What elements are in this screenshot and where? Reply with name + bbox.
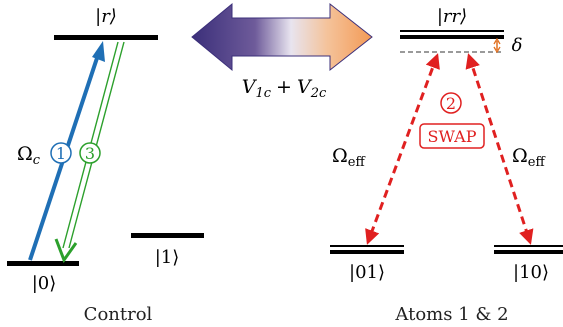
detuning-marker (493, 37, 501, 54)
control-level-0 (7, 261, 79, 266)
step-3-circle (79, 142, 101, 164)
step-3-label: 3 (85, 144, 95, 163)
step-2-circle (440, 92, 462, 114)
interaction-arrow (191, 2, 373, 72)
swap-box (419, 123, 485, 149)
control-state-0-label: |0⟩ (32, 273, 57, 294)
omega-eff-left-label: Ωeff (332, 145, 366, 170)
atoms-caption: Atoms 1 & 2 (394, 304, 508, 325)
control-level-r (54, 35, 158, 40)
control-state-r-label: |r⟩ (95, 6, 117, 27)
swap-label: SWAP (428, 127, 477, 146)
atoms-level-rr (400, 30, 504, 39)
delta-label: δ (512, 35, 523, 56)
omega-c-label: Ωc (17, 143, 41, 168)
omega-eff-right-label: Ωeff (512, 145, 546, 170)
control-level-1 (131, 233, 204, 238)
step-2-label: 2 (446, 94, 456, 113)
swap-arrow-right (465, 53, 534, 245)
step-1-circle (50, 142, 72, 164)
control-state-1-label: |1⟩ (155, 247, 180, 268)
swap-arrow-left (365, 53, 440, 245)
atoms-state-10-label: |10⟩ (513, 262, 549, 283)
atoms-level-01 (330, 245, 404, 254)
atoms-state-rr-label: |rr⟩ (437, 6, 467, 27)
atoms-level-10 (494, 245, 563, 254)
interaction-label: V1c + V2c (242, 76, 327, 101)
control-caption: Control (84, 304, 153, 325)
atoms-state-01-label: |01⟩ (349, 262, 385, 283)
step-1-label: 1 (56, 144, 66, 163)
